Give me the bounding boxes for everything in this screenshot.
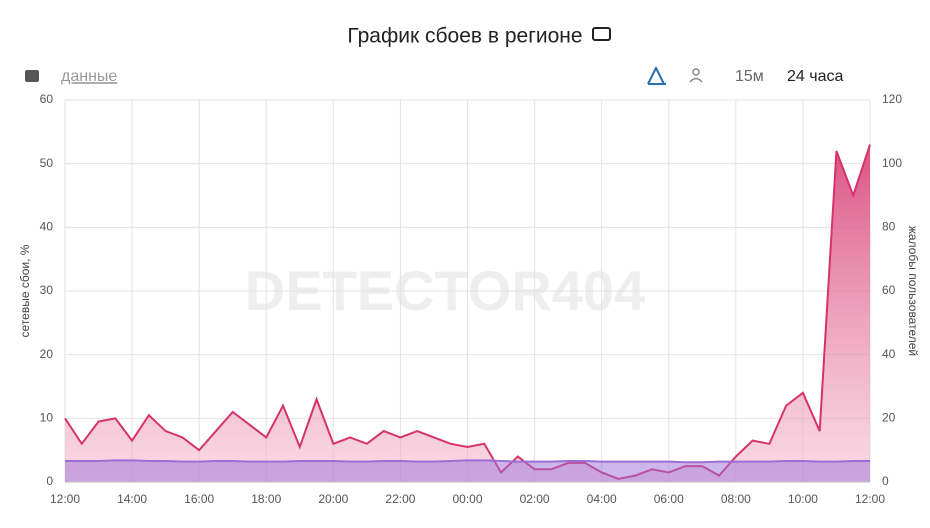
y-tick-label: 50 [40, 156, 54, 170]
camera-icon[interactable] [25, 70, 39, 82]
y-tick-label: 0 [46, 474, 53, 488]
area [65, 144, 870, 483]
y-tick-label: 10 [40, 411, 54, 425]
x-tick-label: 12:00 [855, 492, 885, 506]
y2-tick-label: 0 [882, 474, 889, 488]
x-tick-label: 06:00 [654, 492, 684, 506]
y2-axis-label: жалобы пользователей [906, 226, 920, 356]
x-tick-label: 10:00 [788, 492, 818, 506]
user-icon[interactable] [692, 68, 700, 76]
line [64, 144, 871, 480]
y-tick-label: 20 [40, 347, 54, 361]
y2-tick-label: 20 [882, 411, 896, 425]
x-tick-label: 14:00 [117, 492, 147, 506]
x-tick-label: 16:00 [184, 492, 214, 506]
y2-tick-label: 60 [882, 283, 896, 297]
y-axis-label: сетевые сбои, % [18, 244, 32, 337]
data-link[interactable]: данные [61, 68, 117, 85]
x-tick-label: 20:00 [318, 492, 348, 506]
watermark: DETECTOR404 [245, 259, 645, 322]
x-tick-label: 12:00 [50, 492, 80, 506]
y-tick-label: 30 [40, 283, 54, 297]
x-tick-label: 18:00 [251, 492, 281, 506]
y2-tick-label: 100 [882, 156, 902, 170]
area [65, 460, 870, 482]
x-tick-label: 04:00 [587, 492, 617, 506]
y2-tick-label: 40 [882, 347, 896, 361]
x-tick-label: 22:00 [385, 492, 415, 506]
range-button[interactable]: 24 часа [787, 68, 843, 85]
user-icon-body [689, 77, 703, 83]
y-tick-label: 60 [40, 92, 54, 106]
x-tick-label: 08:00 [721, 492, 751, 506]
interval-button[interactable]: 15м [735, 68, 764, 85]
x-tick-label: 02:00 [520, 492, 550, 506]
y2-tick-label: 80 [882, 220, 896, 234]
chart-mode-icon[interactable] [647, 65, 666, 85]
chart-title: График сбоев в регионе [347, 25, 582, 48]
title-icon [592, 27, 611, 41]
y2-tick-label: 120 [882, 92, 902, 106]
x-tick-label: 00:00 [452, 492, 482, 506]
line [65, 459, 870, 464]
y-tick-label: 40 [40, 220, 54, 234]
